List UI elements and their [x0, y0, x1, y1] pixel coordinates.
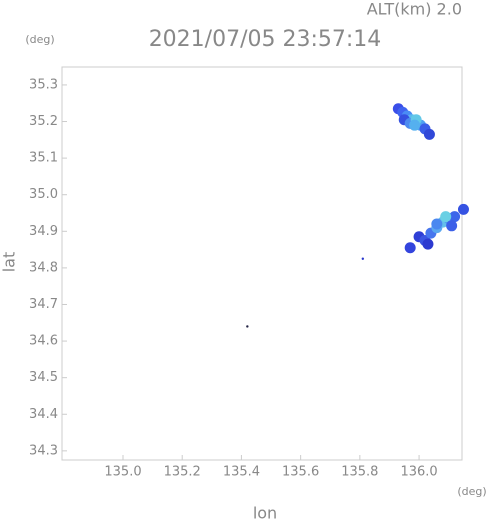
x-tick-label: 136.0	[400, 465, 437, 480]
echo-point	[404, 242, 416, 254]
y-tick-label: 34.5	[29, 370, 58, 385]
y-tick-label: 35.2	[29, 114, 58, 129]
echo-point	[440, 211, 452, 223]
plot-frame	[61, 66, 463, 461]
y-tick-label: 35.1	[29, 151, 58, 166]
y-axis-title: lat	[0, 252, 19, 273]
y-tick-label: 34.3	[29, 443, 58, 458]
echo-point	[246, 325, 249, 328]
x-axis-title: lon	[253, 504, 277, 521]
y-tick-label: 34.8	[29, 260, 58, 275]
y-unit: (deg)	[25, 33, 54, 46]
echo-point	[449, 211, 461, 223]
echo-point	[423, 128, 435, 140]
chart-title: 2021/07/05 23:57:14	[149, 27, 382, 52]
x-tick-label: 135.4	[223, 465, 260, 480]
echo-point	[431, 218, 443, 230]
echo-point	[457, 203, 469, 215]
y-tick-label: 34.9	[29, 224, 58, 239]
altitude-label: ALT(km) 2.0	[367, 0, 462, 19]
y-tick-label: 35.0	[29, 187, 58, 202]
x-tick-label: 135.6	[282, 465, 319, 480]
y-tick-label: 34.4	[29, 407, 58, 422]
y-tick-label: 35.3	[29, 77, 58, 92]
x-tick-label: 135.0	[104, 465, 141, 480]
y-tick-label: 34.7	[29, 297, 58, 312]
echo-point	[361, 257, 365, 260]
echo-point	[409, 119, 421, 131]
echo-point	[446, 220, 458, 232]
x-tick-label: 135.2	[164, 465, 201, 480]
echo-point	[422, 238, 434, 250]
x-tick-label: 135.8	[341, 465, 378, 480]
y-tick-label: 34.6	[29, 334, 58, 349]
x-unit: (deg)	[457, 485, 486, 498]
